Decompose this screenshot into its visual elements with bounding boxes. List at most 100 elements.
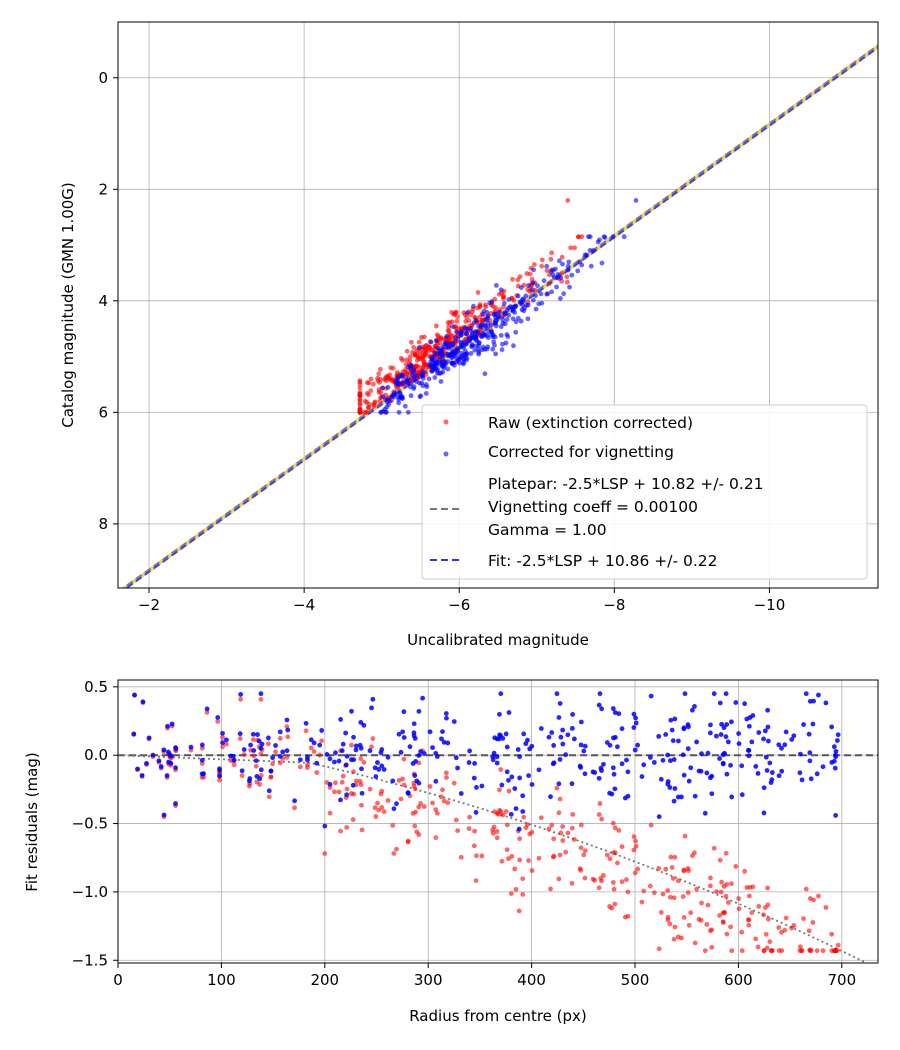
- raw-residual-point: [551, 836, 557, 842]
- corrected-point: [463, 353, 469, 359]
- legend-label-fit: Fit: -2.5*LSP + 10.86 +/- 0.22: [488, 552, 718, 570]
- corrected-residual-point: [526, 773, 532, 779]
- raw-residual-point: [718, 889, 724, 895]
- raw-residual-point: [729, 948, 735, 954]
- raw-residual-point: [451, 780, 457, 786]
- corrected-residual-point: [807, 750, 813, 756]
- corrected-residual-point: [150, 752, 156, 758]
- raw-residual-point: [358, 782, 364, 787]
- corrected-residual-point: [444, 715, 449, 721]
- corrected-point: [428, 339, 434, 345]
- raw-residual-point: [719, 879, 725, 885]
- corrected-residual-point: [667, 785, 673, 790]
- corrected-point: [431, 353, 437, 359]
- corrected-residual-point: [721, 725, 727, 731]
- corrected-residual-point: [517, 754, 523, 760]
- raw-residual-point: [359, 827, 365, 833]
- corrected-residual-point: [430, 745, 435, 751]
- raw-residual-point: [250, 737, 256, 743]
- corrected-residual-point: [458, 791, 464, 796]
- raw-residual-point: [421, 804, 427, 810]
- raw-point: [422, 362, 427, 368]
- corrected-point: [479, 334, 484, 339]
- corrected-point: [525, 316, 531, 322]
- corrected-residual-point: [625, 769, 631, 775]
- corrected-residual-point: [351, 734, 356, 740]
- corrected-residual-point: [835, 732, 841, 738]
- raw-residual-point: [506, 788, 512, 794]
- raw-residual-point: [669, 865, 675, 870]
- corrected-point: [464, 331, 470, 337]
- corrected-residual-point: [372, 765, 378, 771]
- corrected-residual-point: [319, 728, 325, 733]
- raw-point: [549, 250, 555, 256]
- raw-residual-point: [500, 812, 506, 818]
- raw-residual-point: [338, 828, 343, 834]
- corrected-residual-point: [806, 731, 812, 737]
- corrected-residual-point: [344, 792, 350, 798]
- corrected-residual-point: [811, 698, 816, 704]
- corrected-point: [525, 302, 531, 308]
- raw-residual-point: [473, 878, 479, 884]
- corrected-residual-point: [635, 742, 641, 748]
- raw-residual-point: [503, 809, 509, 814]
- bottom-y-axis-label: Fit residuals (mag): [23, 752, 41, 891]
- raw-residual-point: [783, 915, 789, 921]
- corrected-point: [385, 384, 391, 390]
- corrected-residual-point: [832, 765, 838, 771]
- corrected-point: [549, 289, 555, 295]
- raw-residual-point: [736, 896, 742, 901]
- corrected-point: [475, 329, 481, 335]
- corrected-point: [561, 291, 567, 297]
- corrected-residual-point: [412, 735, 418, 741]
- corrected-residual-point: [619, 726, 625, 732]
- corrected-point: [497, 314, 503, 320]
- corrected-residual-point: [814, 771, 820, 777]
- raw-residual-point: [336, 789, 342, 795]
- raw-residual-point: [351, 769, 356, 775]
- corrected-residual-point: [280, 749, 286, 755]
- corrected-point: [469, 342, 475, 347]
- corrected-residual-point: [728, 762, 733, 768]
- corrected-residual-point: [761, 810, 767, 816]
- bottom-points: [131, 691, 841, 954]
- top-y-tick-label: 8: [98, 515, 108, 533]
- raw-point: [451, 311, 457, 317]
- corrected-residual-point: [220, 740, 225, 746]
- corrected-residual-point: [494, 760, 500, 766]
- bottom-x-tick-label: 300: [414, 971, 443, 989]
- raw-residual-point: [277, 760, 283, 766]
- corrected-point: [408, 363, 414, 369]
- corrected-point: [468, 351, 474, 356]
- raw-residual-point: [720, 919, 726, 925]
- raw-residual-point: [749, 910, 755, 916]
- corrected-residual-point: [704, 770, 710, 776]
- corrected-point: [587, 247, 593, 253]
- raw-residual-point: [724, 931, 730, 937]
- raw-point: [423, 352, 429, 358]
- corrected-point: [458, 330, 464, 336]
- bottom-x-tick-label: 700: [827, 971, 856, 989]
- corrected-residual-point: [139, 773, 145, 778]
- corrected-residual-point: [277, 753, 283, 759]
- corrected-point: [500, 317, 506, 323]
- corrected-residual-point: [255, 732, 260, 737]
- corrected-residual-point: [381, 767, 387, 772]
- raw-residual-point: [633, 843, 639, 849]
- raw-point: [357, 385, 363, 391]
- corrected-residual-point: [344, 753, 350, 759]
- raw-residual-point: [709, 944, 715, 950]
- raw-residual-point: [396, 777, 402, 783]
- corrected-residual-point: [277, 729, 283, 735]
- raw-residual-point: [353, 778, 359, 784]
- corrected-residual-point: [565, 732, 571, 738]
- corrected-residual-point: [761, 736, 766, 742]
- corrected-point: [498, 324, 504, 330]
- raw-residual-point: [285, 734, 291, 740]
- corrected-point: [531, 267, 537, 273]
- corrected-point: [476, 340, 482, 345]
- corrected-residual-point: [169, 721, 175, 727]
- raw-residual-point: [391, 851, 397, 856]
- raw-residual-point: [625, 889, 631, 895]
- corrected-residual-point: [641, 762, 647, 768]
